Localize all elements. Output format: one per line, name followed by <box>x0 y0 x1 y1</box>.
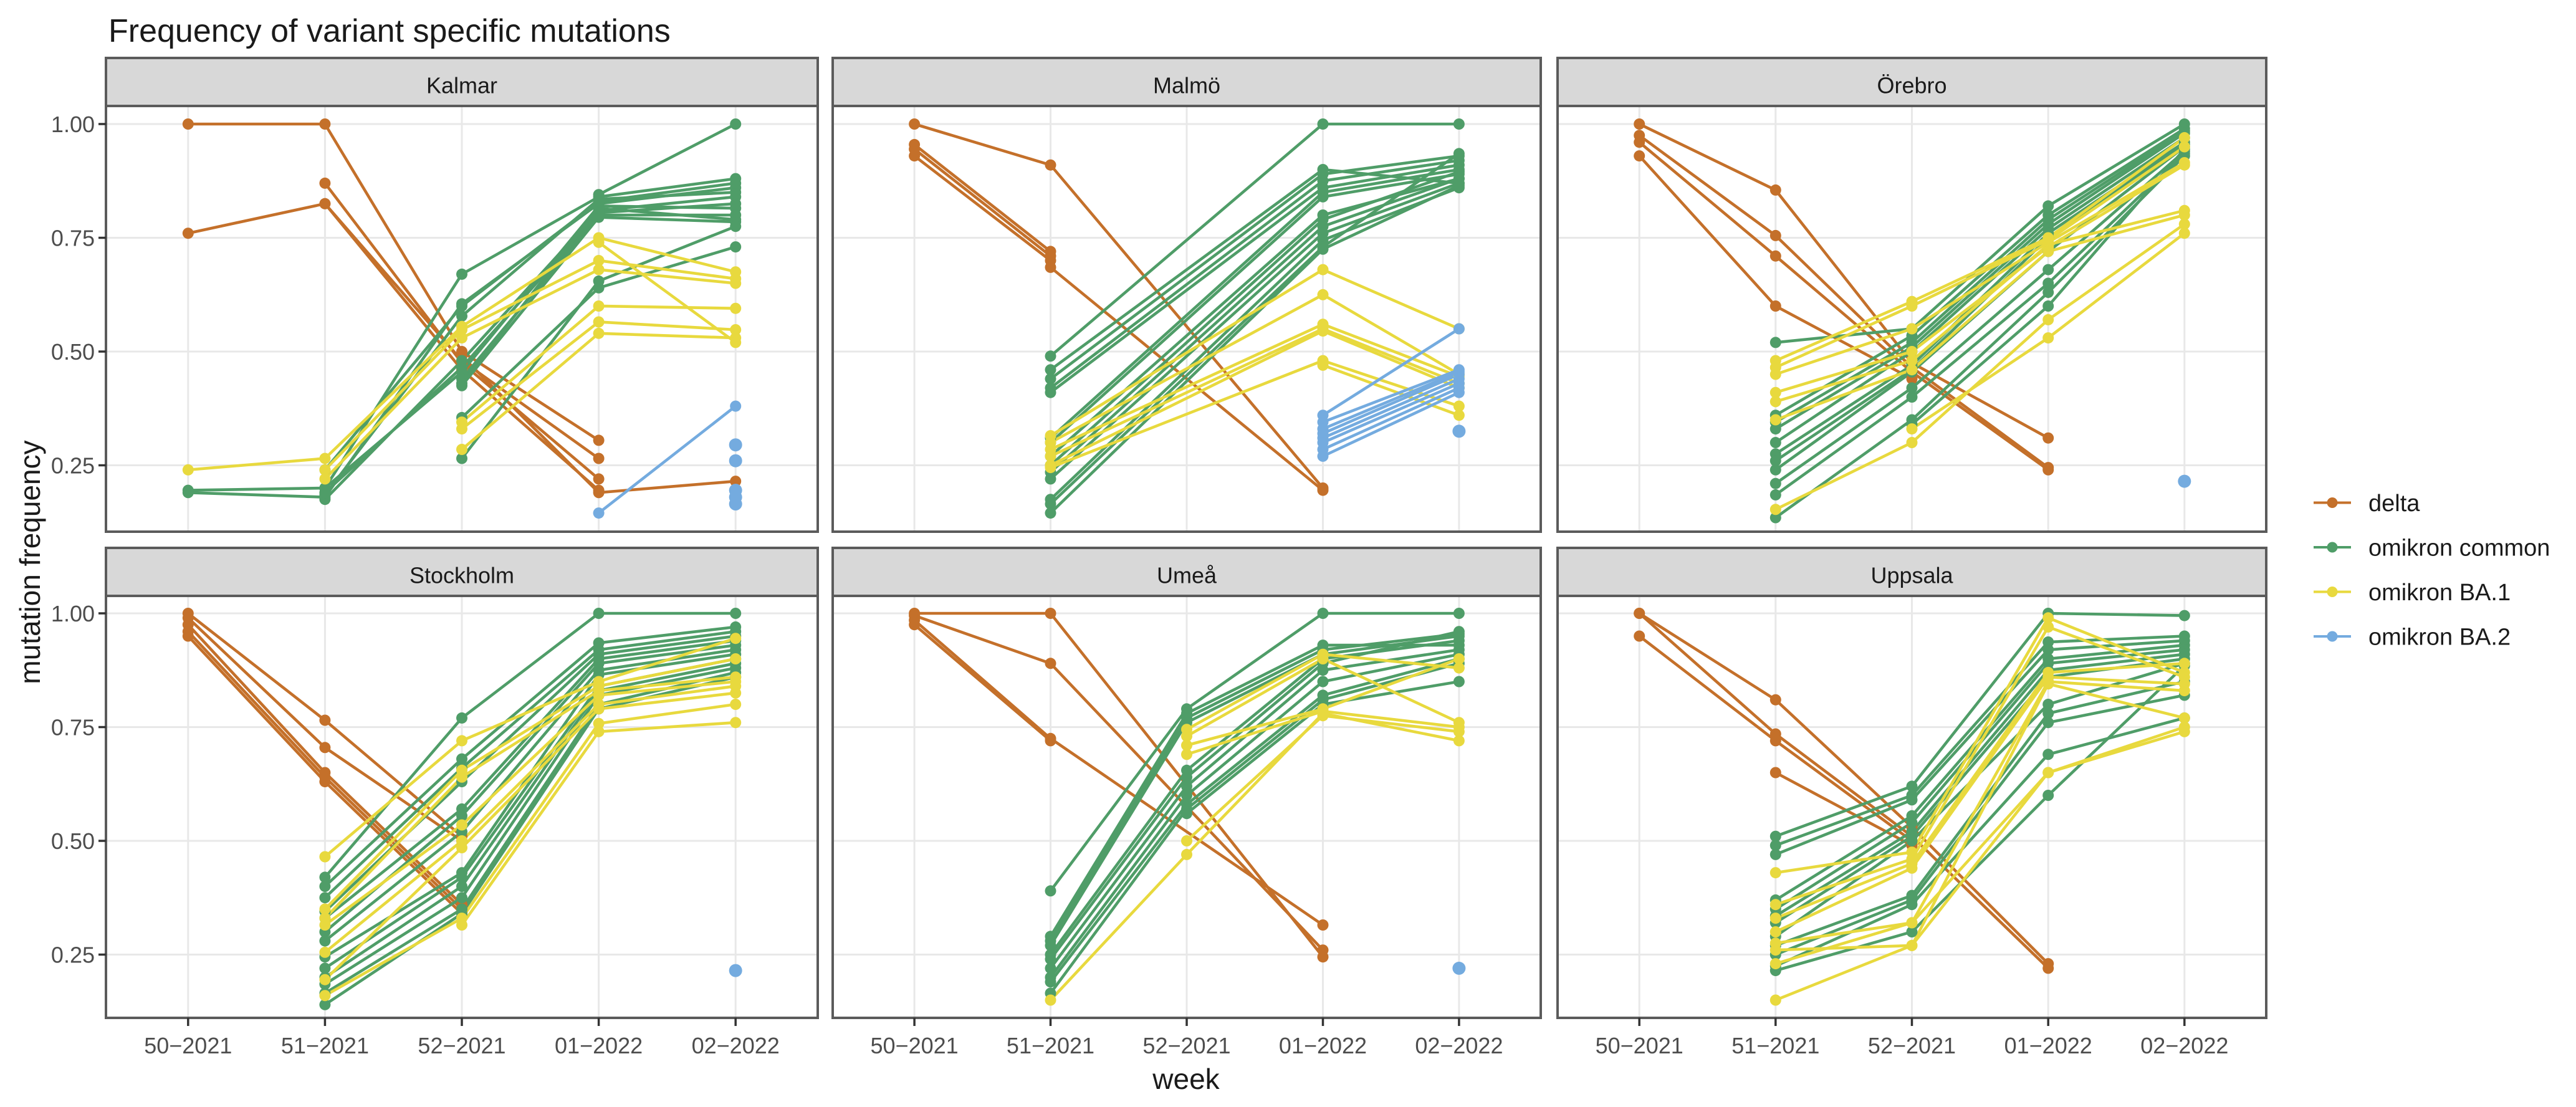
svg-text:50−2021: 50−2021 <box>1596 1033 1683 1058</box>
svg-text:0.50: 0.50 <box>51 828 95 854</box>
svg-text:Uppsala: Uppsala <box>1870 563 1953 588</box>
svg-text:02−2022: 02−2022 <box>2140 1033 2228 1058</box>
svg-text:1.00: 1.00 <box>51 112 95 137</box>
svg-text:mutation frequency: mutation frequency <box>14 440 46 684</box>
svg-text:0.25: 0.25 <box>51 942 95 968</box>
svg-text:delta: delta <box>2368 491 2420 517</box>
svg-text:1.00: 1.00 <box>51 601 95 626</box>
svg-text:Umeå: Umeå <box>1157 563 1217 588</box>
svg-text:0.25: 0.25 <box>51 453 95 479</box>
svg-text:02−2022: 02−2022 <box>1415 1033 1503 1058</box>
svg-text:Örebro: Örebro <box>1877 73 1946 98</box>
svg-text:0.75: 0.75 <box>51 226 95 251</box>
svg-text:omikron common: omikron common <box>2368 535 2550 562</box>
svg-text:52−2021: 52−2021 <box>1868 1033 1956 1058</box>
svg-text:week: week <box>1152 1063 1220 1095</box>
svg-text:Kalmar: Kalmar <box>426 73 497 98</box>
svg-text:01−2022: 01−2022 <box>1279 1033 1367 1058</box>
svg-text:01−2022: 01−2022 <box>555 1033 643 1058</box>
svg-text:52−2021: 52−2021 <box>1142 1033 1230 1058</box>
svg-text:50−2021: 50−2021 <box>871 1033 959 1058</box>
svg-text:Malmö: Malmö <box>1153 73 1220 98</box>
svg-text:Frequency of variant specific: Frequency of variant specific mutations <box>108 13 671 49</box>
svg-text:51−2021: 51−2021 <box>1731 1033 1819 1058</box>
svg-text:0.50: 0.50 <box>51 339 95 365</box>
svg-text:02−2022: 02−2022 <box>692 1033 780 1058</box>
svg-text:0.75: 0.75 <box>51 715 95 740</box>
svg-text:51−2021: 51−2021 <box>1007 1033 1094 1058</box>
svg-text:50−2021: 50−2021 <box>144 1033 232 1058</box>
svg-text:Stockholm: Stockholm <box>409 563 514 588</box>
svg-text:52−2021: 52−2021 <box>418 1033 505 1058</box>
svg-text:51−2021: 51−2021 <box>281 1033 369 1058</box>
svg-text:omikron BA.2: omikron BA.2 <box>2368 625 2511 651</box>
svg-text:omikron BA.1: omikron BA.1 <box>2368 580 2511 606</box>
svg-text:01−2022: 01−2022 <box>2004 1033 2092 1058</box>
